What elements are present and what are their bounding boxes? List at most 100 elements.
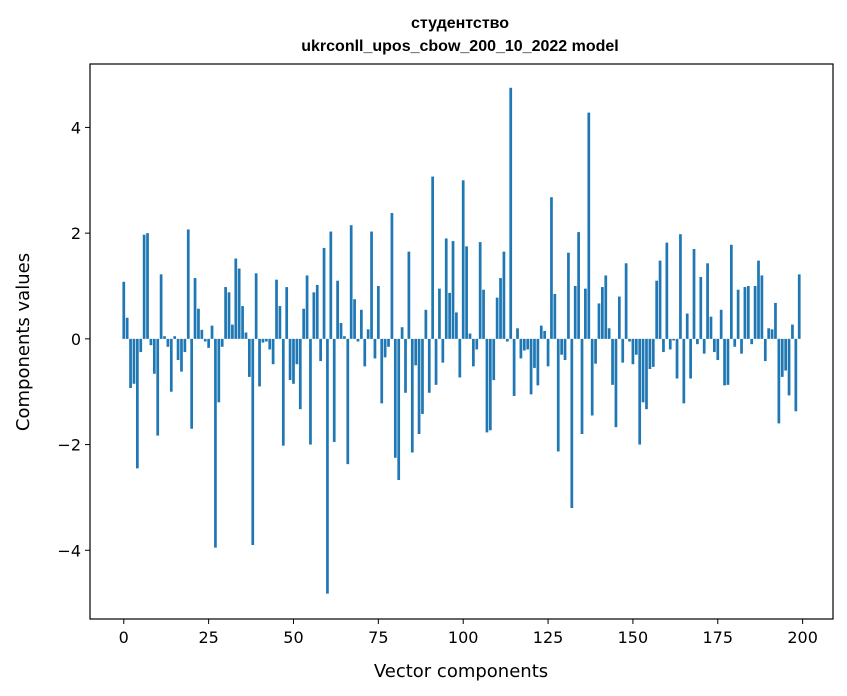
bar [312, 292, 316, 339]
x-tick-label: 0 [119, 628, 129, 647]
bar [275, 279, 278, 339]
bar [668, 338, 672, 350]
x-axis-label: Vector components [374, 661, 548, 682]
bar [784, 338, 788, 371]
bar [349, 225, 353, 339]
bar [709, 316, 713, 339]
bar [322, 247, 326, 339]
bar [567, 252, 570, 339]
bar [149, 338, 153, 346]
bar [651, 338, 655, 367]
bar [183, 338, 187, 353]
bar [594, 338, 597, 364]
bar [539, 325, 543, 339]
bar [268, 338, 272, 350]
bar [787, 338, 791, 396]
bar [169, 338, 173, 392]
bar [360, 309, 363, 339]
bar [753, 286, 757, 339]
bar [224, 287, 227, 339]
bar [546, 338, 550, 367]
bar [624, 263, 628, 339]
bar [455, 312, 458, 339]
bar [251, 338, 255, 545]
bar [203, 338, 207, 342]
bar [499, 278, 502, 339]
bar [200, 329, 204, 339]
x-tick-label: 150 [618, 628, 649, 647]
bar [604, 275, 608, 339]
bar [774, 302, 777, 339]
y-axis-label: Components values [13, 253, 34, 431]
bar [332, 338, 336, 442]
bar [129, 338, 132, 389]
bar [458, 338, 462, 378]
bar [492, 338, 496, 381]
bar [533, 338, 536, 368]
bar [156, 338, 160, 436]
bar [410, 338, 414, 453]
bar [584, 288, 587, 339]
bar [343, 336, 346, 339]
bar [295, 338, 299, 365]
y-ticks-group: −4 −2 0 2 4 [57, 118, 90, 560]
bar [716, 338, 720, 360]
bar [465, 246, 468, 339]
bar [543, 330, 547, 339]
x-tick-label: 125 [533, 628, 564, 647]
bar [444, 238, 448, 339]
bar [719, 309, 723, 339]
bar [319, 338, 322, 362]
bar [176, 338, 180, 360]
bar [723, 338, 726, 386]
bar [173, 336, 177, 339]
bar [261, 338, 265, 343]
bar [387, 338, 390, 347]
bar [197, 308, 200, 339]
bar [472, 338, 475, 367]
bar [580, 338, 584, 434]
bar [645, 338, 648, 410]
bar [726, 338, 730, 385]
bar [278, 306, 282, 339]
bar [696, 338, 699, 345]
bar [451, 241, 455, 339]
plot-frame [89, 63, 834, 620]
x-tick-label: 25 [198, 628, 218, 647]
bar [648, 338, 652, 369]
bar [641, 338, 645, 403]
bar [682, 338, 686, 404]
bar [729, 244, 733, 339]
bar [587, 112, 591, 339]
bar [383, 338, 387, 358]
bar [214, 338, 217, 548]
bar [353, 299, 356, 339]
bar [166, 338, 170, 347]
bar [288, 338, 292, 381]
bar [370, 231, 373, 339]
x-tick-label: 75 [368, 628, 388, 647]
y-tick-label: −4 [57, 541, 81, 560]
bar [207, 338, 210, 348]
bar [743, 287, 747, 339]
bar [298, 338, 302, 410]
bar [791, 324, 794, 339]
bar [380, 338, 384, 404]
bar [248, 338, 251, 377]
bar [607, 328, 611, 339]
bar [448, 292, 451, 339]
bar [713, 338, 716, 353]
bar [634, 338, 638, 355]
bar [736, 289, 740, 339]
bar [366, 329, 370, 339]
bar [505, 338, 509, 342]
bar [706, 263, 709, 339]
bar [400, 327, 404, 339]
bar [794, 338, 798, 412]
chart-title-line-1: студентство [411, 15, 509, 32]
y-tick-label: 4 [71, 118, 81, 137]
bar [146, 233, 149, 339]
y-tick-label: −2 [57, 436, 81, 455]
bar [570, 338, 574, 508]
